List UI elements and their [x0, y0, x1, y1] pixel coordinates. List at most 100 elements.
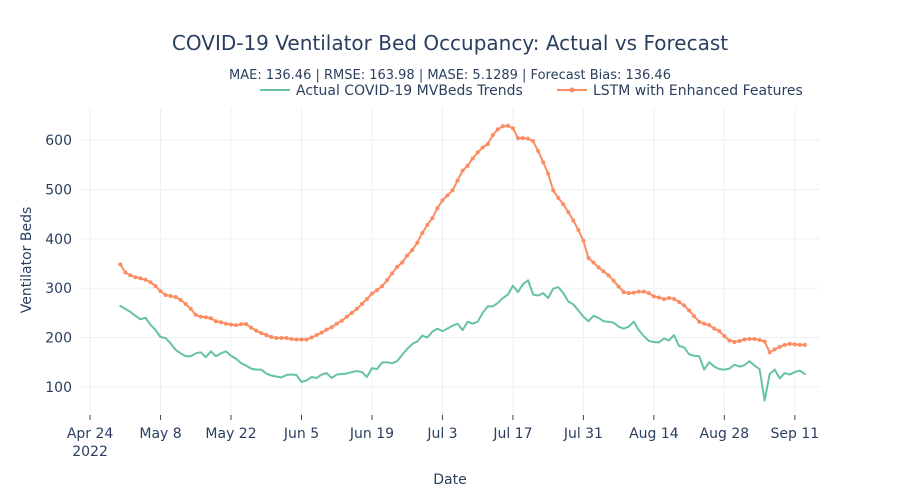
series-point-lstm	[692, 314, 697, 319]
y-tick-label: 100	[45, 380, 72, 396]
series-point-lstm	[259, 331, 264, 336]
y-tick-label: 500	[45, 182, 72, 198]
series-point-lstm	[752, 336, 757, 341]
series-point-lstm	[229, 322, 234, 327]
y-tick-label: 600	[45, 133, 72, 149]
series-point-lstm	[520, 136, 525, 141]
series-point-lstm	[641, 289, 646, 294]
series-point-lstm	[415, 240, 420, 245]
series-point-lstm	[682, 303, 687, 308]
series-point-lstm	[495, 127, 500, 132]
series-point-lstm	[339, 318, 344, 323]
series-point-lstm	[375, 288, 380, 293]
series-point-lstm	[309, 335, 314, 340]
series-point-lstm	[329, 325, 334, 330]
series-point-lstm	[707, 323, 712, 328]
series-point-lstm	[425, 222, 430, 227]
series-point-lstm	[319, 330, 324, 335]
series-point-lstm	[380, 284, 385, 289]
x-tick-label: Jul 31	[563, 426, 603, 442]
series-point-lstm	[284, 336, 289, 340]
series-point-lstm	[123, 270, 128, 275]
series-point-lstm	[369, 291, 374, 296]
axis-layer: 100 200 300 400 500 600 Apr 24 2022 May 8 May 22 J…	[45, 133, 819, 460]
x-tick-label: Jul 17	[492, 426, 532, 442]
series-point-lstm	[661, 297, 666, 302]
series-point-lstm	[697, 319, 702, 324]
series-point-lstm	[274, 336, 279, 340]
x-tick-label: Aug 14	[629, 426, 679, 442]
series-point-lstm	[646, 291, 651, 296]
legend-label-lstm: LSTM with Enhanced Features	[593, 83, 803, 99]
legend[interactable]: Actual COVID-19 MVBeds Trends LSTM with …	[260, 83, 803, 99]
series-point-lstm	[440, 198, 445, 203]
series-point-lstm	[249, 325, 254, 330]
series-point-lstm	[651, 294, 656, 299]
series-point-lstm	[435, 206, 440, 211]
series-point-lstm	[299, 337, 304, 342]
series-point-lstm	[666, 296, 671, 301]
series-point-lstm	[787, 341, 792, 346]
series-point-lstm	[505, 123, 510, 128]
series-point-lstm	[133, 275, 138, 280]
series-point-lstm	[460, 168, 465, 173]
series-layer	[118, 123, 807, 402]
series-point-lstm	[198, 314, 203, 319]
series-point-lstm	[289, 336, 294, 341]
series-point-lstm	[470, 156, 475, 161]
series-point-lstm	[772, 347, 777, 352]
series-point-lstm	[490, 133, 495, 138]
series-point-lstm	[364, 297, 369, 302]
series-point-lstm	[536, 148, 541, 153]
series-point-lstm	[596, 265, 601, 270]
series-point-lstm	[677, 299, 682, 304]
series-point-lstm	[500, 124, 505, 129]
series-point-lstm	[269, 335, 274, 340]
series-point-lstm	[158, 289, 163, 294]
series-point-lstm	[601, 269, 606, 274]
series-point-lstm	[234, 323, 239, 328]
series-point-lstm	[556, 195, 561, 200]
legend-item-lstm[interactable]: LSTM with Enhanced Features	[557, 83, 803, 99]
legend-item-actual[interactable]: Actual COVID-19 MVBeds Trends	[260, 83, 523, 99]
y-tick-label: 400	[45, 232, 72, 248]
legend-label-actual: Actual COVID-19 MVBeds Trends	[296, 83, 523, 99]
series-point-lstm	[606, 273, 611, 278]
x-tick-sublabel: 2022	[72, 444, 108, 460]
series-point-lstm	[722, 334, 727, 339]
series-point-lstm	[546, 171, 551, 176]
series-point-lstm	[213, 319, 218, 324]
series-point-lstm	[712, 326, 717, 331]
series-point-lstm	[218, 320, 223, 325]
series-point-lstm	[385, 278, 390, 283]
series-point-lstm	[515, 136, 520, 141]
series-line-actual	[119, 279, 806, 402]
series-point-lstm	[626, 291, 631, 296]
series-point-lstm	[732, 339, 737, 344]
series-point-lstm	[395, 264, 400, 269]
y-tick-label: 300	[45, 281, 72, 297]
series-point-lstm	[561, 202, 566, 207]
series-point-lstm	[631, 290, 636, 295]
series-point-lstm	[551, 188, 556, 193]
series-point-lstm	[777, 344, 782, 349]
series-point-lstm	[450, 188, 455, 193]
series-point-lstm	[802, 342, 807, 347]
series-point-lstm	[173, 295, 178, 300]
series-point-lstm	[581, 238, 586, 243]
series-point-lstm	[354, 306, 359, 311]
series-point-lstm	[359, 301, 364, 306]
series-point-lstm	[510, 126, 515, 131]
series-point-lstm	[727, 338, 732, 343]
series-point-lstm	[163, 293, 168, 298]
series-point-lstm	[747, 336, 752, 341]
series-point-lstm	[571, 218, 576, 223]
series-point-lstm	[485, 142, 490, 147]
chart-subtitle: MAE: 136.46 | RMSE: 163.98 | MASE: 5.128…	[229, 68, 671, 83]
series-point-lstm	[616, 284, 621, 289]
series-point-lstm	[636, 289, 641, 294]
x-tick-label: Apr 24	[67, 426, 114, 442]
x-tick-label: Jul 3	[426, 426, 457, 442]
